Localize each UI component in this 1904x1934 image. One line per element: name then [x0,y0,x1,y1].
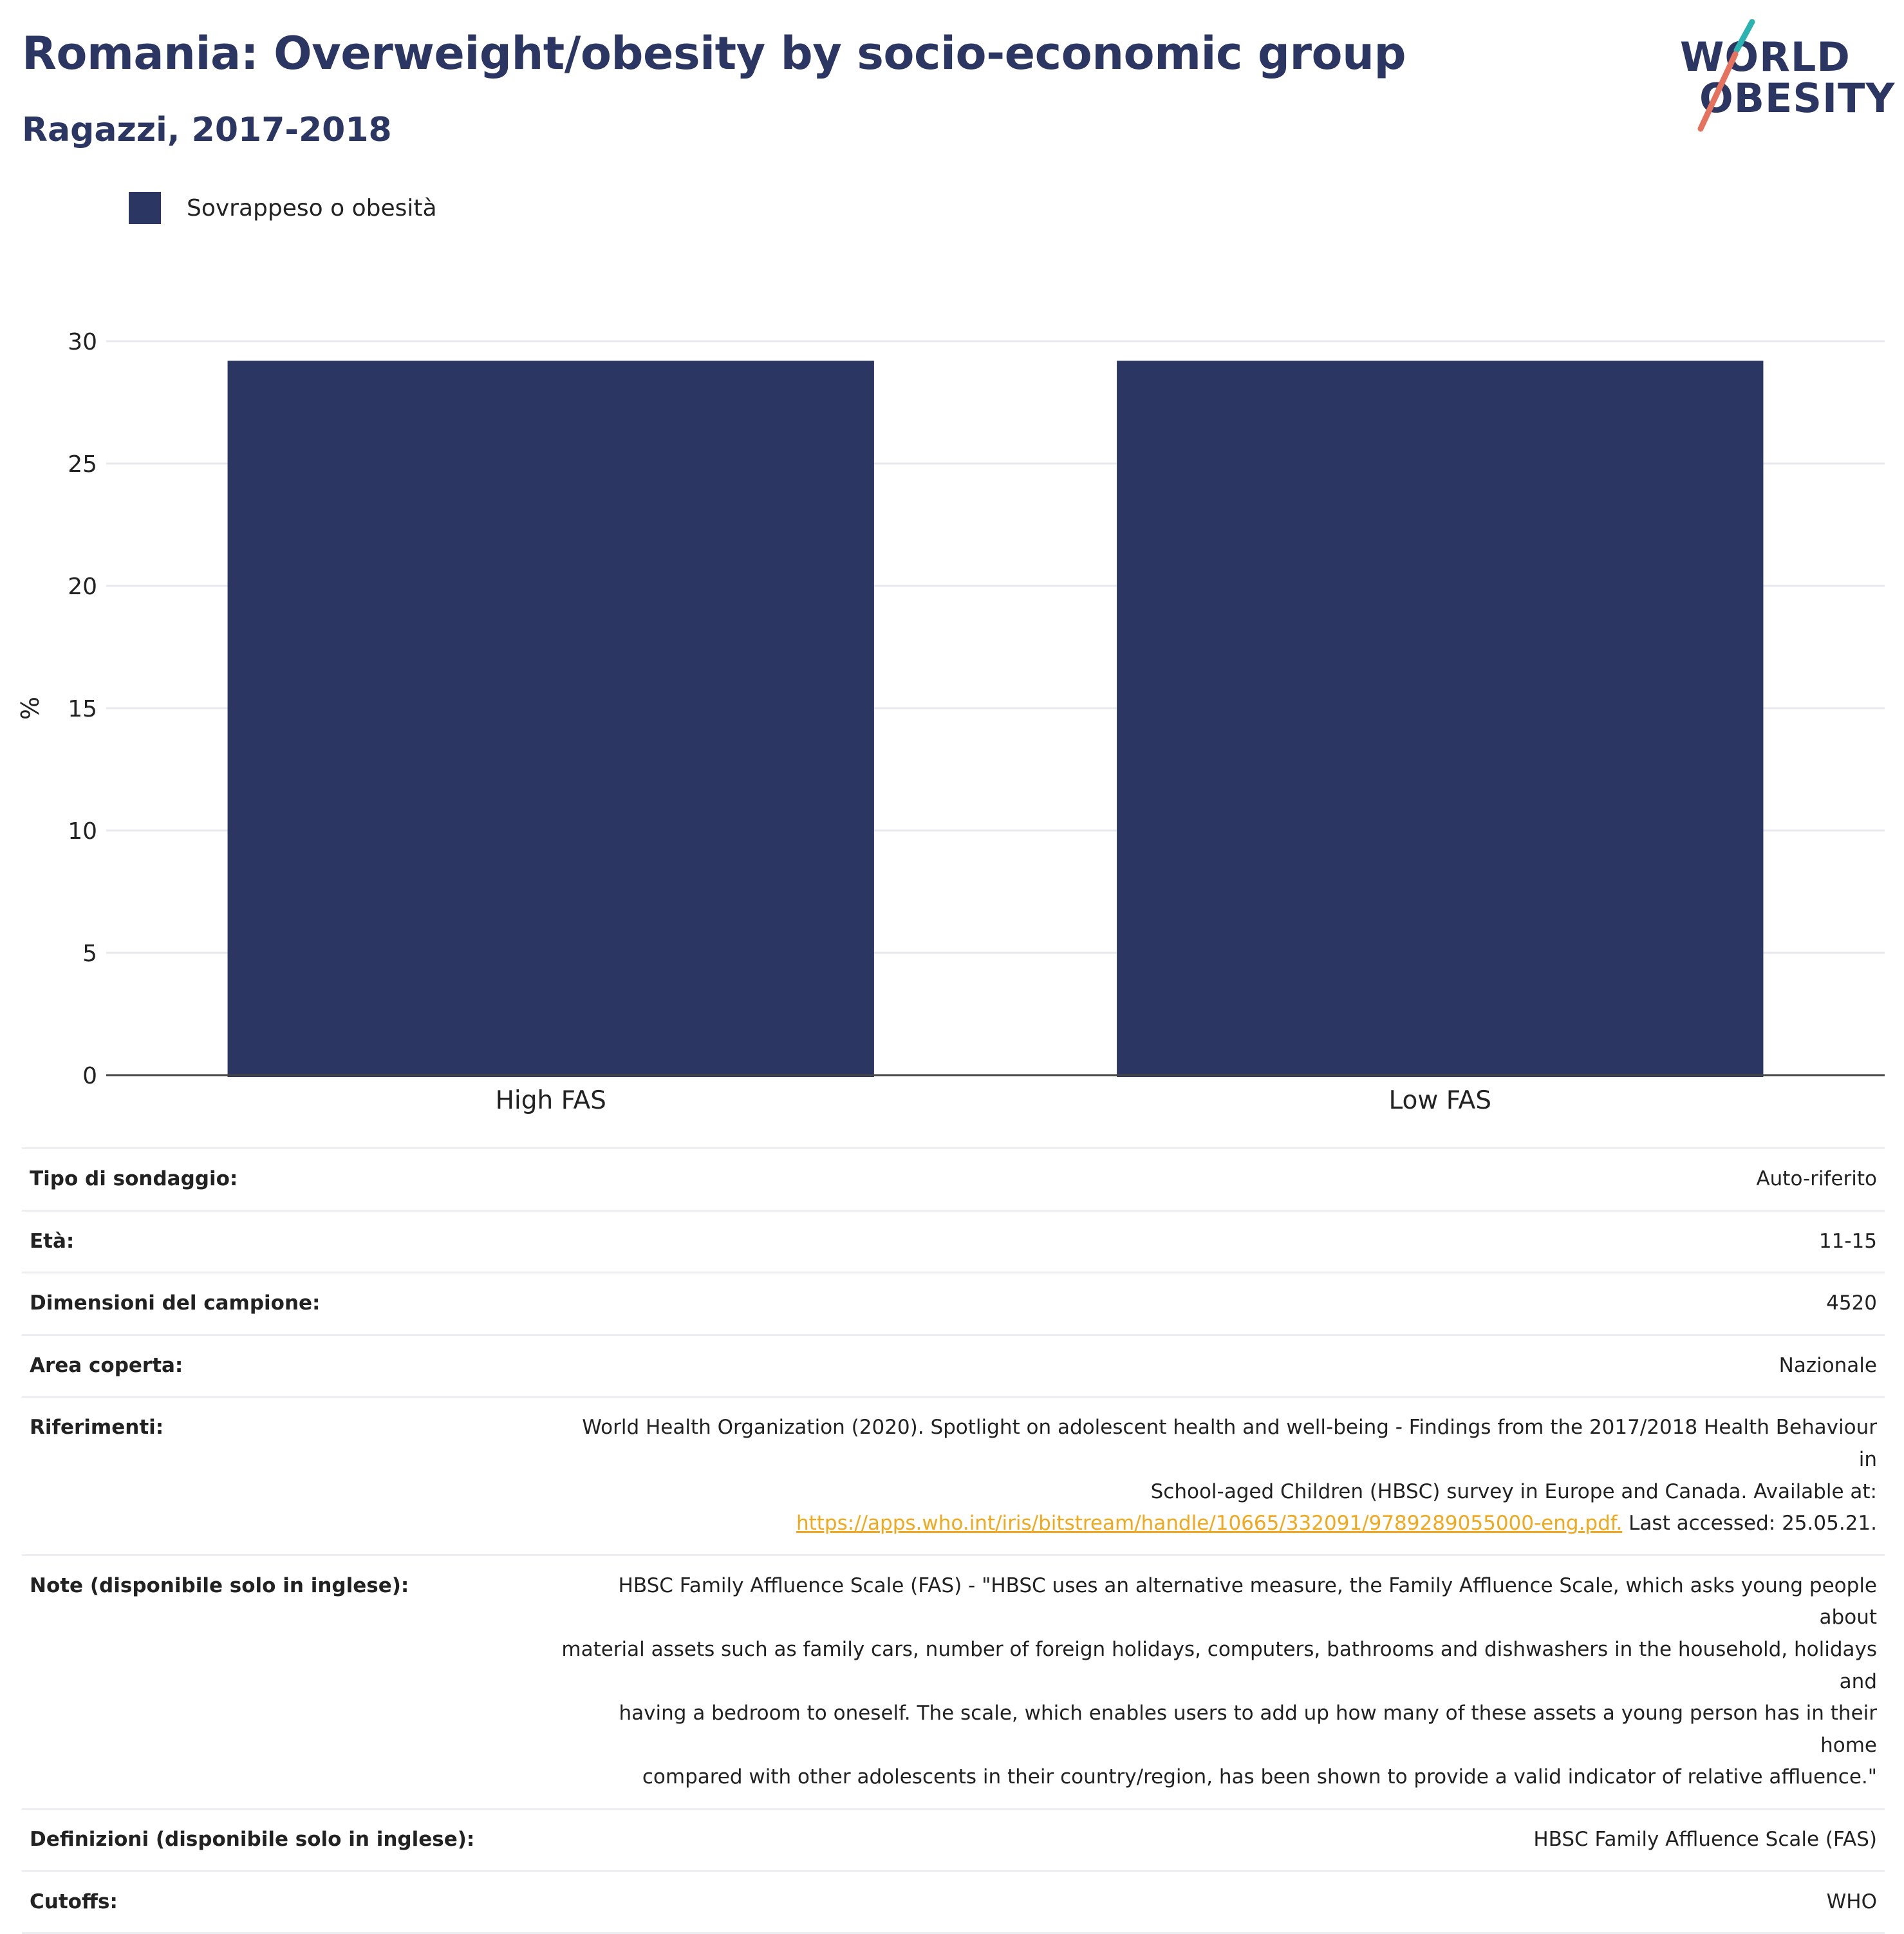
meta-row-cutoffs: Cutoffs: WHO [22,1871,1885,1933]
bar [1117,361,1764,1077]
note-line: material assets such as family cars, num… [561,1637,1877,1693]
meta-key: Età: [30,1229,75,1253]
legend-swatch [129,192,161,224]
meta-value: HBSC Family Affluence Scale (FAS) - "HBS… [552,1555,1885,1808]
logo-slash-icon [1697,19,1755,132]
meta-key: Riferimenti: [30,1416,164,1440]
world-obesity-logo: WORLD OBESITY [1680,19,1894,142]
y-tick-label: 15 [68,696,97,722]
y-tick-label: 30 [68,329,97,355]
meta-row-definitions: Definizioni (disponibile solo in inglese… [22,1808,1885,1871]
logo-word-world: WORLD [1680,33,1851,80]
meta-row-area: Area coperta: Nazionale [22,1335,1885,1397]
reference-text-line: School-aged Children (HBSC) survey in Eu… [1150,1479,1877,1503]
meta-row-references: Riferimenti: World Health Organization (… [22,1396,1885,1555]
meta-key: Cutoffs: [30,1890,118,1913]
note-line: having a bedroom to oneself. The scale, … [619,1702,1877,1757]
reference-accessed: Last accessed: 25.05.21. [1622,1512,1877,1535]
legend-label: Sovrappeso o obesità [187,194,437,221]
meta-value: HBSC Family Affluence Scale (FAS) [1533,1827,1877,1851]
meta-value: 11-15 [1818,1229,1877,1253]
x-tick-label: Low FAS [1389,1086,1492,1115]
meta-value: Nazionale [1778,1353,1877,1377]
meta-value: Auto-riferito [1756,1167,1877,1190]
bar-chart: 0 5 10 15 20 25 30 High FAS Low FAS% [16,329,1885,1115]
note-line: compared with other adolescents in their… [642,1765,1877,1789]
meta-key: Definizioni (disponibile solo in inglese… [30,1827,475,1851]
y-tick-label: 10 [68,818,97,845]
y-tick-label: 5 [82,941,97,967]
bar [227,361,874,1077]
y-tick-label: 20 [68,574,97,600]
note-line: HBSC Family Affluence Scale (FAS) - "HBS… [618,1573,1877,1629]
meta-key: Dimensioni del campione: [30,1291,321,1315]
meta-value: WHO [1826,1890,1877,1913]
meta-row-notes: Note (disponibile solo in inglese): HBSC… [22,1555,1885,1808]
meta-value: World Health Organization (2020). Spotli… [552,1397,1885,1555]
meta-row-survey-type: Tipo di sondaggio: Auto-riferito [22,1148,1885,1211]
logo-word-obesity: OBESITY [1699,75,1896,122]
meta-key: Area coperta: [30,1353,183,1377]
reference-link[interactable]: https://apps.who.int/iris/bitstream/hand… [796,1512,1623,1535]
y-tick-label: 25 [68,451,97,478]
y-axis-title: % [16,697,44,720]
metadata-table: Tipo di sondaggio: Auto-riferito Età: 11… [22,1147,1885,1934]
chart-subtitle: Ragazzi, 2017-2018 [22,111,392,149]
meta-row-sample-size: Dimensioni del campione: 4520 [22,1272,1885,1335]
meta-key: Tipo di sondaggio: [30,1167,238,1190]
y-tick-label: 0 [82,1063,97,1089]
legend: Sovrappeso o obesità [129,192,437,224]
chart-title: Romania: Overweight/obesity by socio-eco… [22,27,1406,80]
meta-value: 4520 [1826,1291,1877,1315]
meta-row-age: Età: 11-15 [22,1210,1885,1273]
meta-key: Note (disponibile solo in inglese): [30,1573,409,1597]
x-tick-label: High FAS [496,1086,606,1115]
reference-text-line: World Health Organization (2020). Spotli… [582,1416,1877,1471]
